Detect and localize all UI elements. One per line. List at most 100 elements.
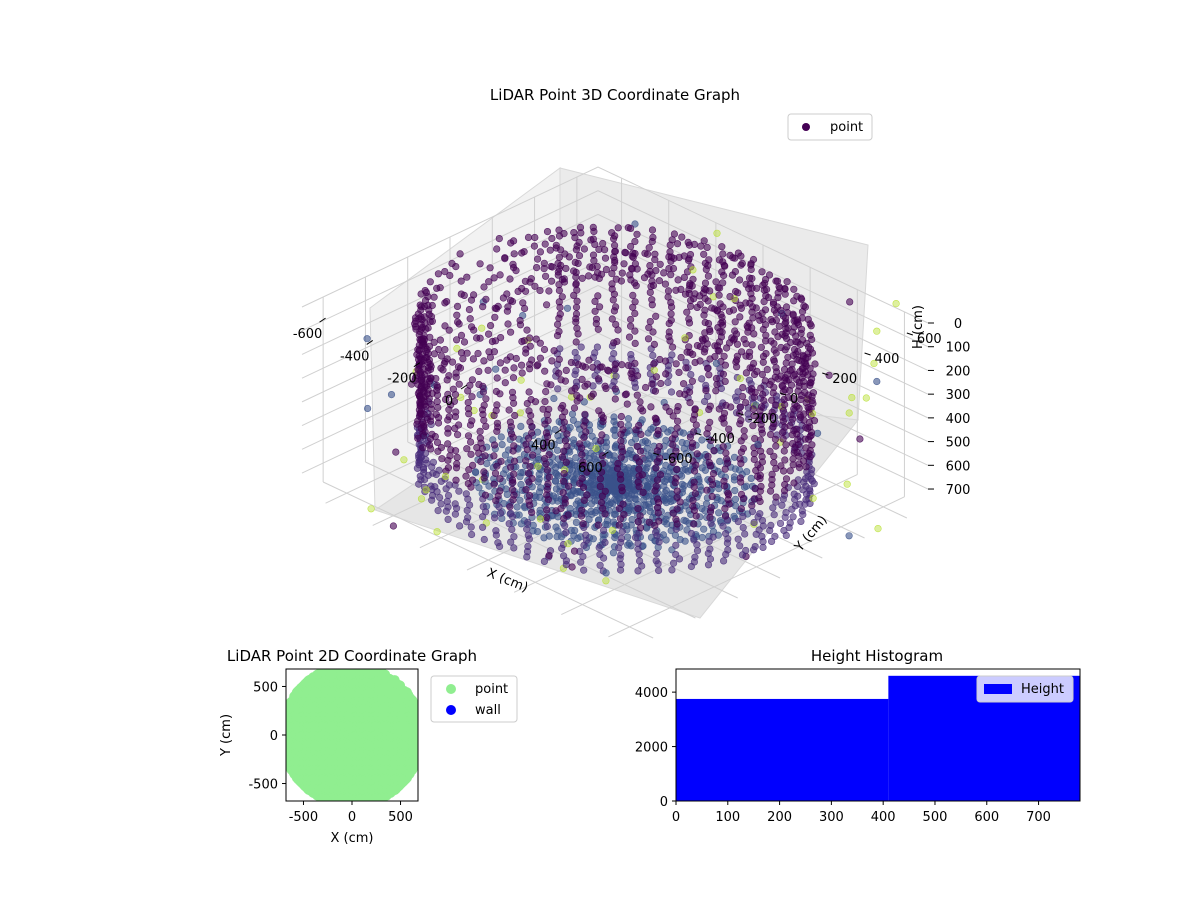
point-3d [627,351,635,359]
point-3d [761,306,770,314]
point-3d [678,438,686,447]
point-3d [543,228,552,236]
point-3d [618,483,626,491]
point-3d [737,304,746,312]
point-3d [717,497,725,505]
point-3d [430,338,438,346]
x-axis-label-3d: X (cm) [485,566,530,596]
point-3d [742,352,750,360]
point-3d [803,452,811,460]
point-3d [413,464,422,472]
point-3d [768,408,776,416]
point-3d [626,322,635,330]
point-3d [530,242,539,250]
point-3d [742,399,750,407]
point-3d [756,316,764,324]
point-3d [421,296,430,305]
point-3d [742,482,750,490]
point-3d [487,322,495,330]
point-3d [779,435,787,443]
point-3d [789,351,797,360]
point-3d [582,428,590,436]
point-3d [624,415,633,423]
point-3d [434,507,442,515]
point-3d [441,346,449,354]
point-3d [715,347,723,355]
point-3d [454,431,462,439]
point-3d [452,476,460,484]
point-3d [734,388,742,396]
point-3d [679,380,688,388]
point-3d [801,303,810,311]
point-3d [445,372,453,380]
point-3d [655,277,664,285]
point-3d [627,542,635,550]
point-3d [551,426,559,434]
point-3d [738,259,746,268]
point-3d [742,280,750,288]
z-tick-label-3d: 700 [946,483,971,498]
point-3d [463,273,471,281]
point-3d [618,528,626,536]
point-3d [801,435,809,443]
point-3d [515,511,523,519]
point-3d [479,503,487,511]
point-3d [426,278,434,286]
point-3d [719,443,727,451]
point-3d [660,269,668,277]
point-3d [619,500,627,508]
point-3d [722,455,731,463]
z-axis-label-3d: H (cm) [911,305,926,349]
y-tick-3d [906,332,914,336]
point-3d [433,438,442,447]
point-3d [591,497,599,505]
point-3d [516,473,524,481]
point-3d [510,364,518,372]
point-3d [482,295,490,303]
point-3d [655,517,663,525]
point-3d [646,288,654,297]
point-3d [805,405,813,413]
point-3d [618,361,626,369]
point-3d [589,223,597,231]
point-3d [645,518,653,526]
point-3d [534,462,542,470]
point-3d [699,336,707,345]
point-3d [721,529,730,538]
point-3d [467,450,475,458]
point-3d [463,349,471,357]
point-3d [434,403,442,412]
point-3d [655,442,663,451]
point-3d [453,453,461,462]
point-3d [577,512,586,520]
point-3d [767,521,775,530]
point-3d [426,441,434,449]
point-3d [572,318,580,326]
point-3d [640,501,649,509]
point-3d [795,460,803,468]
point-3d [496,390,504,398]
point-3d [761,275,770,284]
point-3d [780,526,788,535]
point-3d [706,545,714,553]
point-3d [466,501,474,509]
x-tick-label-3d: -200 [387,372,417,387]
point-3d [578,274,586,282]
point-3d [573,324,581,332]
point-3d [480,535,488,544]
point-3d [535,475,543,483]
point-3d [563,430,571,438]
point-3d [496,475,504,483]
point-3d [441,475,449,483]
point-3d [596,550,604,559]
point-3d [744,328,752,336]
point-3d [455,320,463,328]
point-3d [585,515,593,524]
point-3d [364,404,372,413]
point-3d [798,374,806,382]
point-3d [641,249,649,257]
point-3d [673,465,681,474]
point-3d [475,484,483,492]
point-3d [845,532,853,540]
point-3d [617,453,625,461]
